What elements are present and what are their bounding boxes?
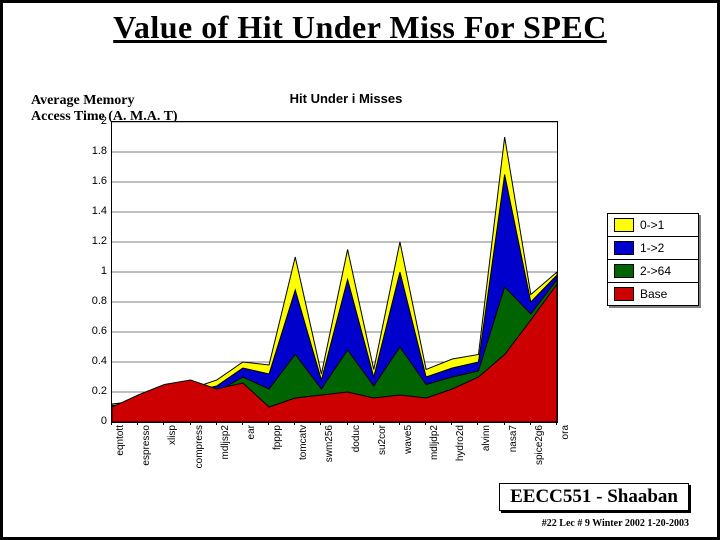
y-tick: 1.2	[73, 235, 107, 247]
y-tick: 0.8	[73, 295, 107, 307]
x-tick: alvinn	[481, 425, 492, 451]
legend-item: 1->2	[607, 236, 699, 260]
y-tick: 0	[73, 415, 107, 427]
footer-course-box: EECC551 - Shaaban	[499, 483, 689, 511]
x-tick: compress	[194, 425, 205, 468]
legend-label: Base	[640, 287, 667, 301]
x-tick: xlisp	[167, 425, 178, 445]
x-tick: tomcatv	[298, 425, 309, 460]
legend-label: 2->64	[640, 264, 671, 278]
slide-title: Value of Hit Under Miss For SPEC	[3, 9, 717, 46]
x-tick: eqntott	[115, 425, 126, 456]
y-tick-labels: 00.20.40.60.811.21.41.61.82	[73, 121, 107, 421]
x-tick: ear	[246, 425, 257, 439]
x-tick: ora	[560, 425, 571, 439]
y-tick: 2	[73, 115, 107, 127]
chart-series	[112, 137, 557, 422]
legend-item: 2->64	[607, 259, 699, 283]
chart-title: Hit Under i Misses	[111, 91, 581, 106]
legend-swatch	[614, 264, 634, 278]
x-tick: fpppp	[272, 425, 283, 450]
legend-item: 0->1	[607, 213, 699, 237]
legend-label: 0->1	[640, 218, 664, 232]
chart-plot-area	[111, 121, 558, 423]
y-tick: 0.6	[73, 325, 107, 337]
x-tick: mdljsp2	[220, 425, 231, 459]
y-tick: 0.4	[73, 355, 107, 367]
legend-swatch	[614, 287, 634, 301]
footer-meta: #22 Lec # 9 Winter 2002 1-20-2003	[542, 518, 689, 529]
x-tick: su2cor	[377, 425, 388, 455]
x-tick: doduc	[351, 425, 362, 452]
y-tick: 1.8	[73, 145, 107, 157]
y-tick: 1	[73, 265, 107, 277]
x-tick-labels: eqntott espresso xlisp compress mdljsp2 ear fp…	[111, 421, 556, 511]
footer-course-text: EECC551 - Shaaban	[510, 486, 678, 507]
slide-frame: Value of Hit Under Miss For SPEC Average…	[0, 0, 720, 540]
legend-label: 1->2	[640, 241, 664, 255]
chart-legend: 0->1 1->2 2->64 Base	[607, 213, 699, 306]
y-tick: 1.4	[73, 205, 107, 217]
x-tick: spice2g6	[534, 425, 545, 465]
y-tick: 0.2	[73, 385, 107, 397]
chart-svg	[112, 122, 557, 422]
x-tick: nasa7	[508, 425, 519, 452]
x-tick: espresso	[141, 425, 152, 466]
x-tick: mdljdp2	[429, 425, 440, 460]
y-tick: 1.6	[73, 175, 107, 187]
legend-swatch	[614, 218, 634, 232]
x-tick: swm256	[324, 425, 335, 462]
legend-item: Base	[607, 282, 699, 306]
legend-swatch	[614, 241, 634, 255]
x-tick: wave5	[403, 425, 414, 454]
x-tick: hydro2d	[455, 425, 466, 461]
